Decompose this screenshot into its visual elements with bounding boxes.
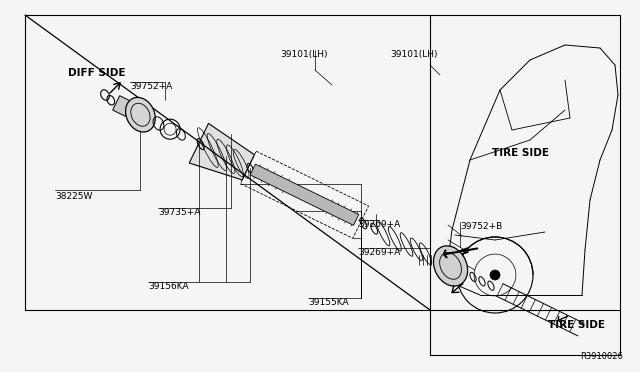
Circle shape [490,270,500,280]
Polygon shape [189,124,255,180]
Text: 39735+A: 39735+A [158,208,200,217]
Text: TIRE SIDE: TIRE SIDE [492,148,549,158]
Text: R3910026: R3910026 [580,352,623,361]
Ellipse shape [125,97,156,132]
Text: 39752+B: 39752+B [460,222,502,231]
Text: 39752+A: 39752+A [130,82,172,91]
Text: 39155KA: 39155KA [308,298,349,307]
Text: TIRE SIDE: TIRE SIDE [548,320,605,330]
Text: 39101(LH): 39101(LH) [390,50,438,59]
Text: 39156KA: 39156KA [148,282,189,291]
Text: DIFF SIDE: DIFF SIDE [68,68,125,78]
Polygon shape [113,96,132,116]
Text: 39269+A: 39269+A [358,248,400,257]
Text: 39269+A: 39269+A [358,220,400,229]
Text: 39101(LH): 39101(LH) [280,50,328,59]
Text: 38225W: 38225W [55,192,92,201]
Ellipse shape [433,246,468,286]
Polygon shape [250,164,359,225]
